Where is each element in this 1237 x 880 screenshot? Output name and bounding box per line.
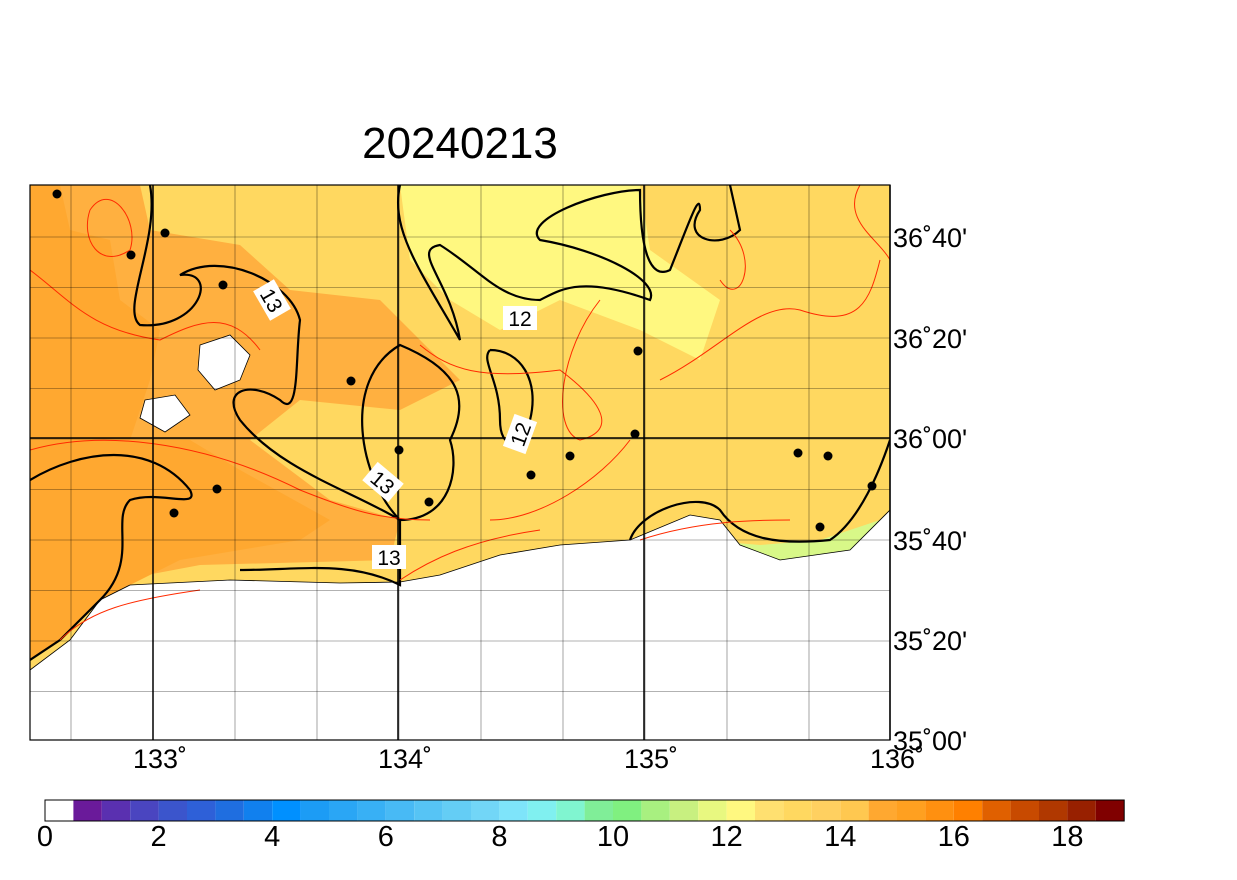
station (424, 497, 434, 507)
colorbar-cell (158, 800, 187, 821)
colorbar-cell (329, 800, 358, 821)
colorbar-label: 10 (597, 821, 629, 853)
colorbar-label: 8 (491, 821, 507, 853)
colorbar-label: 12 (710, 821, 742, 853)
colorbar-cell (414, 800, 443, 821)
lat-label: 35˚20' (893, 626, 967, 656)
contour-label: 13 (372, 545, 406, 570)
colorbar-cell (1095, 800, 1125, 821)
land (30, 509, 890, 740)
label-bg (503, 306, 537, 330)
colorbar-cell (499, 800, 528, 821)
title: 20240213 (362, 119, 558, 168)
colorbar-cell (726, 800, 755, 821)
colorbar-cell (73, 800, 102, 821)
station (169, 508, 179, 518)
station (630, 429, 640, 439)
colorbar-cell (556, 800, 585, 821)
colorbar-cell (982, 800, 1011, 821)
colorbar-cell (584, 800, 613, 821)
station (526, 470, 536, 480)
station (218, 280, 228, 290)
colorbar-cell (953, 800, 983, 821)
colorbar-cell (357, 800, 386, 821)
lon-label: 136˚ (870, 744, 924, 774)
lon-label: 133˚ (133, 744, 187, 774)
station (394, 445, 404, 455)
colorbar-cell (840, 800, 869, 821)
station (565, 451, 575, 461)
cool-area (400, 185, 720, 360)
colorbar-cell (783, 800, 812, 821)
colorbar-cell (613, 800, 642, 821)
colorbar-label: 14 (824, 821, 856, 853)
colorbar-label: 2 (151, 821, 167, 853)
label-bg (253, 279, 291, 321)
lat-label: 36˚20' (893, 324, 967, 354)
lat-label: 36˚00' (893, 424, 967, 454)
colorbar-label: 18 (1051, 821, 1083, 853)
station (793, 448, 803, 458)
colorbar-cell (272, 800, 301, 821)
colorbar-cell (868, 800, 897, 821)
colorbar-cell (130, 800, 159, 821)
warm-core (30, 185, 330, 660)
station (633, 346, 643, 356)
colorbar-label: 16 (938, 821, 970, 853)
colorbar-cell (215, 800, 244, 821)
colorbar-cell (187, 800, 216, 821)
station (160, 228, 170, 238)
colorbar-cell (527, 800, 557, 821)
label-bg (372, 545, 406, 569)
label-bg (362, 461, 404, 503)
colorbar-cell (471, 800, 500, 821)
colorbar-cell (45, 800, 74, 821)
colorbar-cell (925, 800, 954, 821)
lon-label: 135˚ (624, 744, 678, 774)
island (197, 334, 251, 391)
label-bg (502, 413, 538, 455)
station (815, 522, 825, 532)
lon-label: 134˚ (378, 744, 432, 774)
colorbar-label: 6 (378, 821, 394, 853)
map-frame (29, 184, 891, 741)
colorbar-cell (300, 800, 329, 821)
colorbar-cell (101, 800, 131, 821)
contour-label-text: 12 (508, 308, 531, 331)
colorbar-cell (442, 800, 471, 821)
colorbar-cell (897, 800, 926, 821)
colorbar-frame (44, 799, 1125, 822)
contour-label: 12 (503, 306, 537, 331)
lat-label: 35˚00' (893, 726, 967, 756)
colorbar-cell (385, 800, 415, 821)
station (823, 451, 833, 461)
colorbar-cell (243, 800, 273, 821)
colorbar-cell (811, 800, 841, 821)
colorbar-cell (755, 800, 784, 821)
colorbar-cell (669, 800, 699, 821)
lat-label: 35˚40' (893, 526, 967, 556)
colorbar-cell (1039, 800, 1068, 821)
map-area (30, 185, 890, 740)
lat-label: 36˚40' (893, 223, 967, 253)
station (212, 484, 222, 494)
colorbar-label: 0 (37, 821, 53, 853)
colorbar-cell (641, 800, 670, 821)
contour-label-text: 13 (377, 547, 400, 570)
station (126, 250, 136, 260)
station (346, 376, 356, 386)
colorbar-cell (1067, 800, 1096, 821)
colorbar-cell (698, 800, 727, 821)
station (867, 481, 877, 491)
station (52, 189, 62, 199)
colorbar-label: 4 (264, 821, 280, 853)
colorbar-cell (1010, 800, 1039, 821)
